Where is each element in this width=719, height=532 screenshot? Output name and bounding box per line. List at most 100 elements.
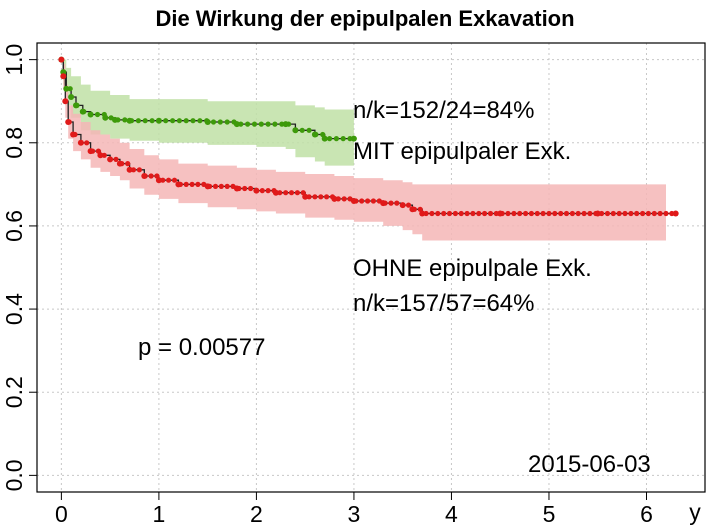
censor-point-1 <box>534 210 540 217</box>
censor-point-1 <box>312 194 318 200</box>
event-point-1 <box>272 189 279 196</box>
confidence-bands <box>61 59 666 241</box>
censor-point-1 <box>212 183 219 189</box>
censor-point-1 <box>429 210 435 217</box>
event-point-0 <box>79 108 86 115</box>
event-point-1 <box>233 185 240 192</box>
x-tick-label: 0 <box>55 501 68 527</box>
y-tick-label: 1.0 <box>1 44 27 76</box>
censor-point-1 <box>242 185 248 192</box>
censor-point-1 <box>616 210 622 217</box>
event-point-1 <box>77 139 84 146</box>
event-point-0 <box>311 131 318 138</box>
censor-point-1 <box>482 210 488 217</box>
censor-point-1 <box>476 210 482 217</box>
censor-point-1 <box>558 210 564 217</box>
censor-point-0 <box>327 136 333 142</box>
censor-point-1 <box>370 198 376 204</box>
censor-point-1 <box>318 194 324 200</box>
censor-point-1 <box>283 190 289 196</box>
event-point-1 <box>594 210 601 217</box>
event-point-0 <box>73 102 79 109</box>
censor-point-1 <box>265 188 271 194</box>
censor-point-1 <box>622 210 628 217</box>
event-point-1 <box>350 198 357 204</box>
x-axis-label: y <box>689 499 701 525</box>
censor-point-0 <box>210 119 217 125</box>
event-point-1 <box>419 210 426 217</box>
censor-point-0 <box>176 118 182 124</box>
censor-point-1 <box>505 210 511 217</box>
censor-point-1 <box>581 210 587 217</box>
censor-point-0 <box>170 118 176 124</box>
censor-point-1 <box>248 185 254 192</box>
event-point-1 <box>399 202 406 209</box>
x-axis-ticks: 0 1 2 3 4 5 6 <box>55 492 653 527</box>
censor-point-1 <box>125 161 131 167</box>
censor-point-1 <box>587 210 593 217</box>
censor-point-0 <box>190 118 196 124</box>
censor-point-0 <box>163 118 169 124</box>
event-point-0 <box>292 127 299 134</box>
event-point-1 <box>302 193 309 200</box>
event-point-1 <box>97 152 104 159</box>
event-point-1 <box>65 119 72 125</box>
censor-point-1 <box>634 210 640 217</box>
censor-point-1 <box>84 140 90 146</box>
event-point-0 <box>112 116 118 123</box>
x-tick-label: 6 <box>640 501 653 527</box>
censor-point-1 <box>446 210 453 217</box>
event-point-0 <box>102 114 109 121</box>
event-point-1 <box>116 160 123 167</box>
x-tick-label: 5 <box>543 501 556 527</box>
censor-point-1 <box>610 210 616 217</box>
censor-point-1 <box>657 210 663 217</box>
censor-point-1 <box>365 198 371 204</box>
censor-point-1 <box>113 156 119 162</box>
censor-point-1 <box>359 198 365 204</box>
censor-point-0 <box>183 118 189 124</box>
censor-point-0 <box>224 119 230 125</box>
censor-point-1 <box>166 177 172 183</box>
censor-point-1 <box>569 210 576 217</box>
censor-point-1 <box>224 183 230 189</box>
censor-point-1 <box>651 210 657 217</box>
event-point-1 <box>62 98 69 105</box>
censor-point-1 <box>604 210 611 217</box>
event-point-0 <box>155 117 162 124</box>
y-tick-label: 0.6 <box>1 210 27 242</box>
event-point-1 <box>175 181 182 188</box>
censor-point-0 <box>306 127 312 133</box>
censor-point-1 <box>464 210 470 217</box>
x-tick-label: 1 <box>152 501 165 527</box>
censor-point-1 <box>171 177 178 183</box>
censor-point-1 <box>487 210 494 217</box>
censor-point-0 <box>135 118 141 124</box>
event-point-1 <box>87 148 94 155</box>
event-point-1 <box>141 173 148 179</box>
censor-point-1 <box>546 210 552 217</box>
censor-point-1 <box>575 210 581 217</box>
censor-point-1 <box>470 210 476 217</box>
mit-series-label: MIT epipulpaler Exk. <box>353 138 571 165</box>
censor-point-0 <box>197 118 203 124</box>
event-point-0 <box>321 135 328 142</box>
x-tick-label: 4 <box>445 501 458 527</box>
censor-point-1 <box>552 210 558 217</box>
censor-point-1 <box>324 194 330 200</box>
event-point-0 <box>87 111 94 118</box>
censor-point-1 <box>341 196 347 202</box>
censor-point-0 <box>251 121 258 127</box>
censor-point-1 <box>183 181 189 187</box>
event-point-1 <box>331 195 338 202</box>
censor-point-1 <box>218 183 224 189</box>
censor-point-1 <box>663 210 669 217</box>
censor-point-0 <box>333 136 339 142</box>
event-point-0 <box>282 121 289 128</box>
censor-point-1 <box>645 210 652 217</box>
censor-point-1 <box>259 188 265 194</box>
censor-point-1 <box>136 167 142 173</box>
censor-point-1 <box>523 210 529 217</box>
